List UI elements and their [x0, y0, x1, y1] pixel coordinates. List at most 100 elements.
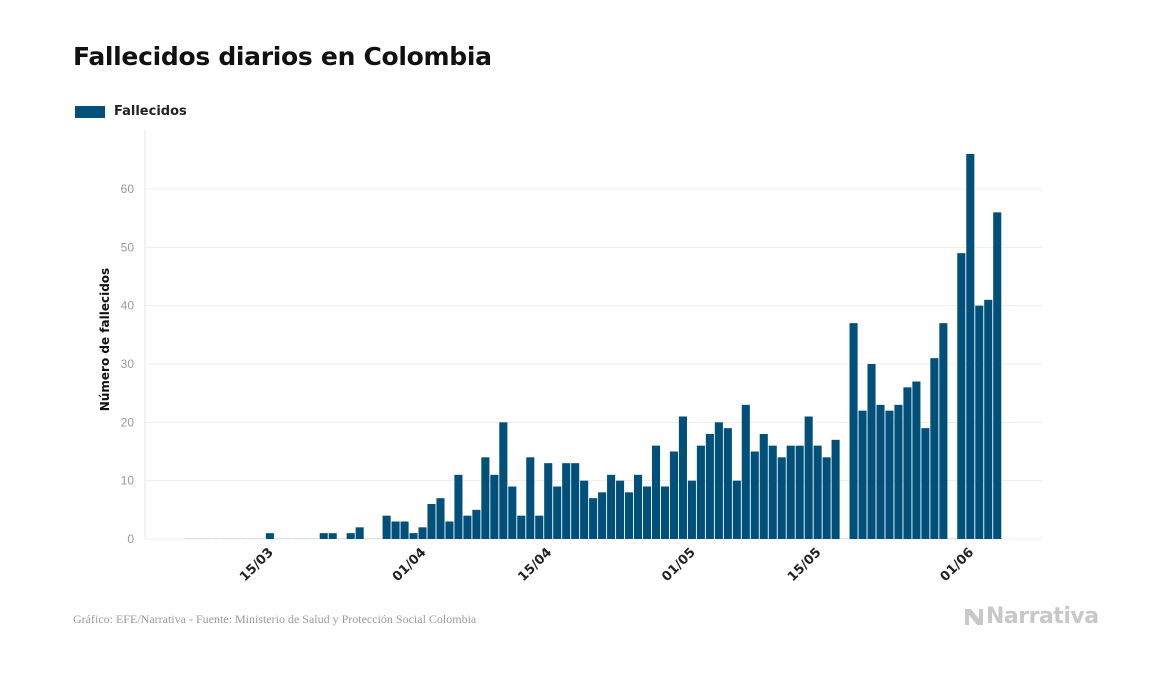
bar — [265, 533, 274, 539]
bar — [193, 538, 203, 539]
bar — [580, 480, 589, 539]
bar — [669, 451, 678, 539]
brand-logo: Narrativa — [963, 604, 1099, 629]
bar — [768, 445, 777, 539]
y-tick-label: 0 — [127, 532, 134, 546]
y-tick-label: 60 — [121, 182, 135, 196]
bar — [822, 457, 831, 539]
bar — [409, 533, 418, 539]
bar — [939, 323, 948, 539]
bar — [741, 404, 750, 539]
y-tick-label: 10 — [121, 474, 135, 488]
bar — [292, 538, 301, 539]
bar — [894, 404, 903, 539]
bar — [804, 416, 813, 539]
bar — [391, 521, 400, 539]
bar — [373, 538, 382, 539]
source-note: Gráfico: EFE/Narrativa - Fuente: Ministe… — [73, 612, 477, 626]
bar — [436, 498, 445, 539]
y-tick-label: 50 — [121, 240, 135, 254]
bar — [912, 381, 921, 539]
bar — [211, 538, 221, 539]
bar — [247, 538, 256, 539]
bar — [903, 387, 912, 539]
bar — [553, 486, 562, 539]
bar — [301, 538, 310, 539]
bar — [858, 410, 867, 539]
bar — [463, 515, 472, 539]
bar — [984, 299, 993, 539]
bar — [418, 527, 427, 539]
brand-label: Narrativa — [986, 604, 1099, 629]
bar — [975, 305, 984, 539]
bar — [598, 492, 607, 539]
bar — [948, 538, 957, 539]
bar — [714, 422, 723, 539]
bar — [355, 527, 364, 539]
bar — [283, 538, 292, 539]
bar — [526, 457, 535, 539]
bar — [759, 434, 768, 539]
bar — [876, 404, 885, 539]
bar — [885, 410, 894, 539]
bar — [993, 212, 1002, 540]
x-tick-label: 01/06 — [938, 545, 978, 585]
bar — [723, 428, 732, 539]
bar — [427, 504, 436, 539]
bar — [921, 428, 930, 539]
bar — [957, 253, 966, 539]
bar — [238, 538, 247, 539]
bar — [849, 323, 858, 539]
bar — [517, 515, 526, 539]
bar — [616, 480, 625, 539]
bar — [840, 538, 849, 539]
bar — [454, 474, 463, 539]
bar — [732, 480, 741, 539]
bar — [346, 533, 355, 539]
y-tick-label: 40 — [121, 299, 135, 313]
bar — [634, 474, 643, 539]
legend-swatch — [75, 105, 105, 118]
x-tick-label: 01/04 — [390, 545, 430, 585]
bar — [229, 538, 238, 539]
bar — [364, 538, 373, 539]
x-tick-label: 15/03 — [237, 545, 277, 585]
bar — [499, 422, 508, 539]
bar — [813, 445, 822, 539]
x-tick-label: 01/05 — [659, 545, 699, 585]
bar — [642, 486, 652, 539]
bar — [544, 463, 553, 539]
bar — [562, 463, 571, 539]
bar — [589, 498, 598, 539]
x-tick-label: 15/04 — [516, 545, 556, 585]
y-tick-label: 20 — [121, 415, 135, 429]
bar — [795, 445, 804, 539]
bar — [490, 474, 499, 539]
bar — [274, 538, 283, 539]
y-tick-label: 30 — [121, 357, 135, 371]
bar — [831, 439, 840, 539]
bar — [786, 445, 795, 539]
legend-label: Fallecidos — [114, 104, 187, 119]
bar — [625, 492, 634, 539]
y-axis-label: Número de fallecidos — [98, 268, 112, 411]
bar — [777, 457, 786, 539]
bar — [607, 474, 616, 539]
bar — [382, 515, 391, 539]
legend: Fallecidos — [75, 104, 187, 119]
chart-title: Fallecidos diarios en Colombia — [73, 42, 492, 71]
bar — [256, 538, 265, 539]
bar — [651, 445, 661, 539]
x-tick-label: 15/05 — [785, 545, 825, 585]
bar — [202, 538, 212, 539]
bar — [508, 486, 517, 539]
bar — [966, 154, 975, 539]
bar — [481, 457, 490, 539]
bar — [337, 538, 346, 539]
bar — [678, 416, 687, 539]
bar — [660, 486, 670, 539]
bar — [328, 533, 337, 539]
bar — [705, 434, 714, 539]
bar — [571, 463, 580, 539]
